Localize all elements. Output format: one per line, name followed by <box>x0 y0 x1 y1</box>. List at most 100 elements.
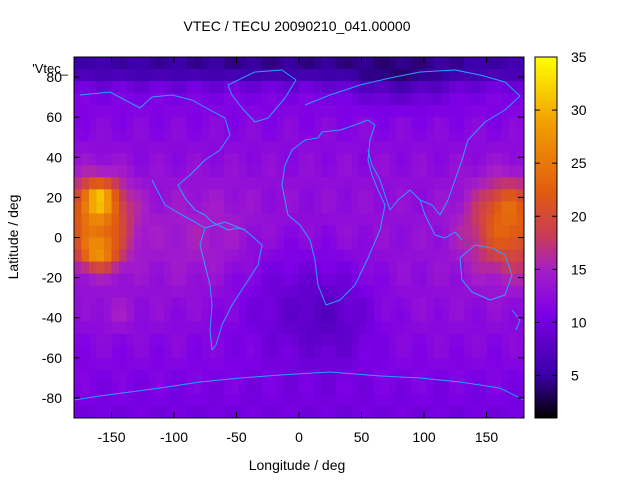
heatmap-cell <box>156 345 165 359</box>
heatmap-cell <box>111 249 120 263</box>
heatmap-cell <box>276 213 285 227</box>
heatmap-cell <box>74 57 83 70</box>
heatmap-cell <box>381 273 390 287</box>
heatmap-cell <box>509 369 518 383</box>
heatmap-cell <box>299 201 308 215</box>
heatmap-cell <box>291 81 300 94</box>
heatmap-cell <box>104 237 113 251</box>
heatmap-cell <box>374 189 383 202</box>
heatmap-cell <box>276 285 285 299</box>
heatmap-cell <box>441 57 450 70</box>
heatmap-cell <box>479 273 488 287</box>
heatmap-cell <box>201 177 210 190</box>
heatmap-cell <box>89 225 98 239</box>
heatmap-cell <box>471 345 480 359</box>
heatmap-cell <box>381 81 390 94</box>
heatmap-cell <box>374 225 383 239</box>
heatmap-cell <box>201 285 210 299</box>
heatmap-cell <box>276 405 285 418</box>
heatmap-cell <box>404 405 413 418</box>
heatmap-cell <box>239 117 248 130</box>
heatmap-cell <box>171 189 180 202</box>
heatmap-cell <box>119 249 128 263</box>
heatmap-cell <box>516 189 524 202</box>
heatmap-cell <box>276 93 285 106</box>
heatmap-cell <box>464 393 473 407</box>
heatmap-cell <box>81 117 90 130</box>
heatmap-cell <box>269 369 278 383</box>
heatmap-cell <box>471 189 480 202</box>
heatmap-cell <box>306 129 315 142</box>
heatmap-cell <box>486 393 495 407</box>
heatmap-cell <box>81 129 90 142</box>
heatmap-cell <box>306 141 315 154</box>
heatmap-cell <box>111 141 120 154</box>
heatmap-cell <box>96 345 105 359</box>
heatmap-cell <box>149 225 158 239</box>
heatmap-cell <box>374 285 383 299</box>
heatmap-cell <box>239 393 248 407</box>
heatmap-cell <box>396 297 405 311</box>
heatmap-cell <box>216 141 225 154</box>
heatmap-cell <box>351 357 360 371</box>
heatmap-cell <box>291 285 300 299</box>
heatmap-cell <box>449 237 458 251</box>
heatmap-cell <box>261 249 270 263</box>
heatmap-cell <box>134 117 143 130</box>
heatmap-cell <box>276 225 285 239</box>
heatmap-cell <box>164 309 173 323</box>
heatmap-cell <box>501 333 510 347</box>
heatmap-cell <box>291 57 300 70</box>
heatmap-cell <box>479 333 488 347</box>
heatmap-cell <box>231 405 240 418</box>
heatmap-cell <box>111 405 120 418</box>
heatmap-cell <box>396 405 405 418</box>
heatmap-cell <box>486 369 495 383</box>
heatmap-cell <box>186 321 195 335</box>
heatmap-cell <box>269 93 278 106</box>
heatmap-cell <box>239 261 248 275</box>
heatmap-cell <box>441 177 450 190</box>
heatmap-cell <box>254 321 263 335</box>
heatmap-cell <box>209 297 218 311</box>
heatmap-cell <box>276 321 285 335</box>
heatmap-cell <box>194 249 203 263</box>
heatmap-cell <box>449 405 458 418</box>
heatmap-cell <box>359 57 368 70</box>
heatmap-cell <box>344 213 353 227</box>
heatmap-cell <box>509 261 518 275</box>
heatmap-cell <box>359 297 368 311</box>
heatmap-cell <box>306 333 315 347</box>
heatmap-cell <box>209 165 218 178</box>
heatmap-cell <box>291 297 300 311</box>
heatmap-cell <box>516 309 524 323</box>
heatmap-cell <box>246 201 255 215</box>
heatmap-cell <box>299 309 308 323</box>
heatmap-cell <box>134 273 143 287</box>
heatmap-cell <box>239 273 248 287</box>
heatmap-cell <box>201 237 210 251</box>
heatmap-cell <box>141 57 150 70</box>
heatmap-cell <box>471 81 480 94</box>
heatmap-cell <box>321 153 330 166</box>
heatmap-cell <box>119 381 128 395</box>
heatmap-cell <box>494 273 503 287</box>
heatmap-cell <box>134 249 143 263</box>
heatmap-cell <box>126 93 135 106</box>
heatmap-cell <box>96 309 105 323</box>
heatmap-cell <box>209 153 218 166</box>
heatmap-cell <box>449 345 458 359</box>
heatmap-cell <box>179 309 188 323</box>
heatmap-cell <box>246 105 255 118</box>
heatmap-cell <box>329 201 338 215</box>
heatmap-cell <box>96 405 105 418</box>
heatmap-cell <box>321 189 330 202</box>
heatmap-cell <box>344 405 353 418</box>
heatmap-cell <box>186 201 195 215</box>
heatmap-cell <box>419 273 428 287</box>
heatmap-cell <box>494 225 503 239</box>
heatmap-cell <box>411 177 420 190</box>
southeast-asia-outline <box>419 199 463 241</box>
heatmap-cell <box>246 93 255 106</box>
heatmap-cell <box>276 393 285 407</box>
